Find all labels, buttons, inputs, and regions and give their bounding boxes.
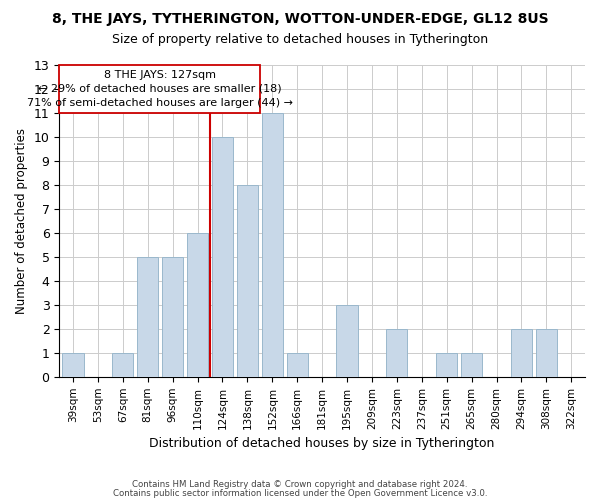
Bar bbox=[162, 257, 183, 377]
Bar bbox=[386, 329, 407, 377]
Bar bbox=[511, 329, 532, 377]
Bar bbox=[461, 353, 482, 377]
Bar bbox=[337, 305, 358, 377]
Bar bbox=[137, 257, 158, 377]
Text: Contains public sector information licensed under the Open Government Licence v3: Contains public sector information licen… bbox=[113, 488, 487, 498]
Bar bbox=[212, 137, 233, 377]
Y-axis label: Number of detached properties: Number of detached properties bbox=[15, 128, 28, 314]
Text: 8, THE JAYS, TYTHERINGTON, WOTTON-UNDER-EDGE, GL12 8US: 8, THE JAYS, TYTHERINGTON, WOTTON-UNDER-… bbox=[52, 12, 548, 26]
Bar bbox=[112, 353, 133, 377]
Bar bbox=[187, 233, 208, 377]
Bar bbox=[436, 353, 457, 377]
FancyBboxPatch shape bbox=[59, 65, 260, 113]
Bar bbox=[237, 185, 258, 377]
Bar bbox=[287, 353, 308, 377]
X-axis label: Distribution of detached houses by size in Tytherington: Distribution of detached houses by size … bbox=[149, 437, 495, 450]
Text: 8 THE JAYS: 127sqm
← 29% of detached houses are smaller (18)
71% of semi-detache: 8 THE JAYS: 127sqm ← 29% of detached hou… bbox=[26, 70, 293, 108]
Bar bbox=[62, 353, 83, 377]
Text: Size of property relative to detached houses in Tytherington: Size of property relative to detached ho… bbox=[112, 32, 488, 46]
Bar bbox=[536, 329, 557, 377]
Text: Contains HM Land Registry data © Crown copyright and database right 2024.: Contains HM Land Registry data © Crown c… bbox=[132, 480, 468, 489]
Bar bbox=[262, 113, 283, 377]
